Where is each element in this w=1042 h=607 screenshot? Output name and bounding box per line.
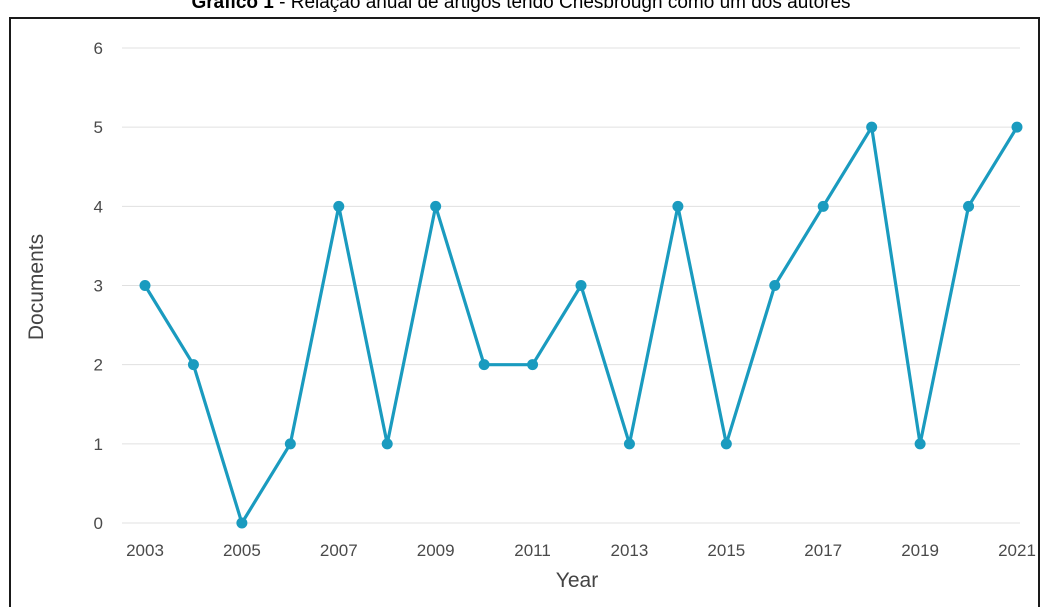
series-line <box>143 125 1019 525</box>
x-axis-title: Year <box>556 569 598 592</box>
data-point-2005[interactable] <box>236 517 248 529</box>
data-point-2021[interactable] <box>1011 121 1023 133</box>
data-point-2012[interactable] <box>575 280 587 291</box>
data-point-2020[interactable] <box>963 200 975 212</box>
y-tick-label: 3 <box>94 277 103 296</box>
y-tick-label: 1 <box>94 435 103 454</box>
caption-text: - Relação anual de artigos tendo Chesbro… <box>273 0 851 13</box>
data-point-2006[interactable] <box>284 438 296 450</box>
x-tick-label: 2019 <box>901 541 939 560</box>
y-tick-label: 0 <box>94 514 103 533</box>
data-point-2009[interactable] <box>430 200 442 212</box>
grid-lines <box>122 47 1020 524</box>
x-tick-label: 2015 <box>707 541 745 560</box>
y-tick-label: 5 <box>94 118 103 137</box>
x-tick-label: 2003 <box>126 541 164 560</box>
line-chart: 0 1 2 3 4 5 6 2003 2005 2007 2009 2011 2013 2015 2017… <box>25 39 1036 592</box>
data-point-2018[interactable] <box>866 121 878 133</box>
y-axis-ticks: 0 1 2 3 4 5 6 <box>94 39 103 533</box>
x-tick-label: 2005 <box>223 541 261 560</box>
x-tick-label: 2021 <box>998 541 1036 560</box>
data-point-2003[interactable] <box>139 280 151 291</box>
y-axis-title: Documents <box>25 234 48 340</box>
x-tick-label: 2017 <box>804 541 842 560</box>
chart-caption: Gráfico 1 - Relação anual de artigos ten… <box>0 0 1042 14</box>
series-layer <box>139 121 1023 529</box>
x-tick-label: 2009 <box>417 541 455 560</box>
x-tick-label: 2011 <box>514 541 551 560</box>
data-point-2011[interactable] <box>527 359 539 371</box>
data-point-2004[interactable] <box>187 359 199 371</box>
data-point-2013[interactable] <box>623 438 635 450</box>
y-tick-label: 6 <box>94 39 103 58</box>
data-point-2007[interactable] <box>333 200 345 212</box>
y-tick-label: 2 <box>94 356 103 375</box>
caption-label: Gráfico 1 <box>191 0 274 13</box>
data-point-2019[interactable] <box>914 438 926 450</box>
x-axis-ticks: 2003 2005 2007 2009 2011 2013 2015 2017 2019 2021 <box>126 541 1036 560</box>
y-tick-label: 4 <box>94 197 103 216</box>
data-point-2017[interactable] <box>817 200 829 212</box>
data-point-2014[interactable] <box>672 200 684 212</box>
data-point-2015[interactable] <box>720 438 732 450</box>
x-tick-label: 2007 <box>320 541 358 560</box>
data-point-2008[interactable] <box>381 438 393 450</box>
chart-frame <box>9 17 1040 607</box>
data-point-2016[interactable] <box>769 280 781 291</box>
x-tick-label: 2013 <box>611 541 649 560</box>
data-point-2010[interactable] <box>478 359 490 371</box>
